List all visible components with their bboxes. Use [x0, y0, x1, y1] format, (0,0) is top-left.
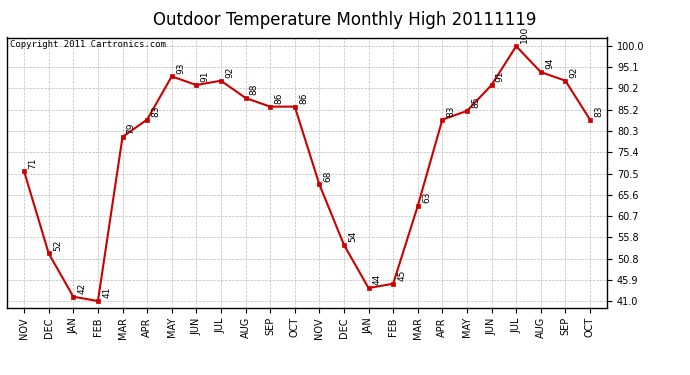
Text: 79: 79	[127, 123, 136, 134]
Text: 52: 52	[53, 239, 62, 251]
Text: 83: 83	[594, 105, 603, 117]
Text: 94: 94	[545, 58, 554, 69]
Text: 86: 86	[275, 92, 284, 104]
Text: 86: 86	[299, 92, 308, 104]
Text: 91: 91	[201, 71, 210, 82]
Text: 85: 85	[471, 97, 480, 108]
Text: 63: 63	[422, 192, 431, 203]
Text: 45: 45	[397, 270, 406, 281]
Text: 88: 88	[250, 84, 259, 95]
Text: 92: 92	[225, 66, 234, 78]
Text: 92: 92	[569, 66, 578, 78]
Text: 71: 71	[28, 157, 37, 169]
Text: 68: 68	[324, 170, 333, 182]
Text: 44: 44	[373, 274, 382, 285]
Text: Outdoor Temperature Monthly High 20111119: Outdoor Temperature Monthly High 2011111…	[153, 11, 537, 29]
Text: 42: 42	[77, 283, 86, 294]
Text: 54: 54	[348, 231, 357, 242]
Text: 91: 91	[495, 71, 505, 82]
Text: 83: 83	[151, 105, 160, 117]
Text: 41: 41	[102, 287, 111, 298]
Text: 93: 93	[176, 62, 185, 74]
Text: Copyright 2011 Cartronics.com: Copyright 2011 Cartronics.com	[10, 40, 166, 49]
Text: 100: 100	[520, 26, 529, 44]
Text: 83: 83	[446, 105, 455, 117]
